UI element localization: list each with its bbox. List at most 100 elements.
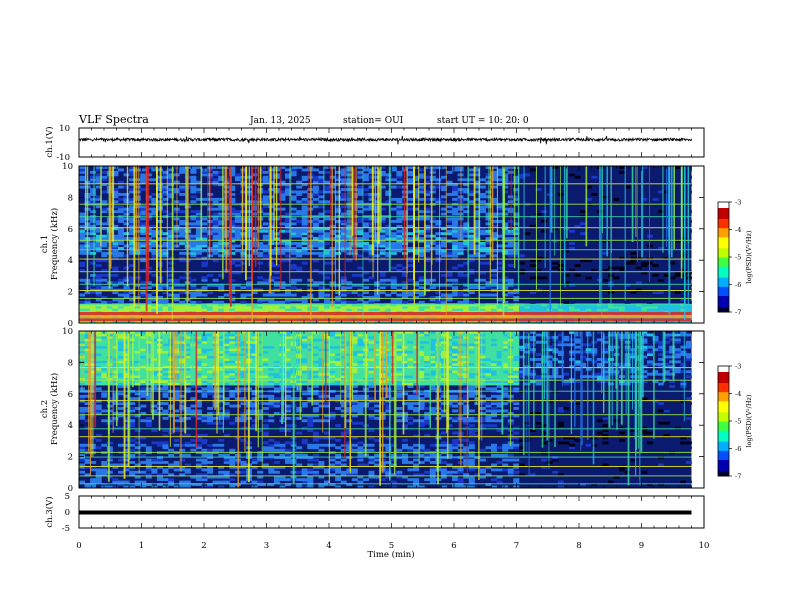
- spectrogram-cell: [674, 273, 681, 277]
- spectrogram-cell: [179, 360, 186, 364]
- spectrogram-cell: [101, 244, 108, 248]
- spectrogram-cell: [129, 224, 136, 228]
- spectrogram-cell: [118, 239, 124, 243]
- spectrogram-cell: [340, 205, 347, 209]
- spectrogram-cell: [335, 320, 342, 324]
- spectrogram-cell: [535, 227, 542, 231]
- spectrogram-cell: [418, 232, 425, 236]
- spectrogram-cell: [218, 362, 225, 366]
- spectrogram-cell: [624, 205, 631, 209]
- spectrogram-cell: [312, 217, 319, 221]
- spectrogram-cell: [140, 355, 147, 359]
- spectrogram-no-data: [691, 331, 704, 488]
- spectrogram-cell: [179, 200, 186, 204]
- spectrogram-cell: [502, 178, 509, 182]
- spectrogram-cell: [151, 338, 158, 342]
- spectrogram-cell: [257, 345, 264, 349]
- spectrogram-cell: [279, 207, 286, 211]
- spectrogram-cell: [90, 175, 97, 179]
- spectrogram-cell: [195, 412, 202, 415]
- spectrogram-cell: [218, 205, 225, 209]
- spectrogram-cell: [474, 220, 481, 223]
- spectrogram-cell: [257, 370, 264, 374]
- spectrogram-cell: [262, 424, 269, 428]
- spectrogram-cell: [374, 193, 381, 196]
- spectrogram-cell: [635, 224, 642, 228]
- spectrogram-cell: [79, 247, 85, 250]
- spectrogram-cell: [641, 166, 648, 169]
- freq-tick-label: 4: [68, 256, 73, 266]
- spectrogram-cell: [179, 335, 186, 339]
- spectrogram-cell: [402, 293, 408, 297]
- spectrogram-cell: [524, 197, 531, 201]
- spectrogram-cell: [413, 229, 420, 233]
- spectrogram-cell: [207, 421, 214, 425]
- spectrogram-cell: [140, 412, 147, 415]
- spectrogram-cell: [413, 183, 420, 187]
- sferic-impulse: [388, 166, 391, 272]
- spectrogram-cell: [101, 365, 108, 369]
- spectrogram-cell: [563, 308, 570, 312]
- spectrogram-cell: [118, 320, 124, 324]
- spectrogram-cell: [663, 251, 670, 255]
- spectrogram-cell: [118, 350, 124, 354]
- spectrogram-cell: [162, 343, 169, 347]
- spectrogram-cell: [112, 372, 119, 376]
- spectrogram-cell: [357, 308, 364, 312]
- spectrogram-cell: [485, 269, 492, 272]
- spectrogram-cell: [446, 220, 453, 223]
- spectrogram-cell: [641, 320, 648, 324]
- spectrogram-cell: [290, 278, 297, 282]
- spectrogram-cell: [390, 247, 397, 250]
- spectrogram-cell: [234, 320, 241, 324]
- spectrogram-cell: [95, 407, 102, 410]
- spectrogram-cell: [346, 180, 353, 184]
- spectrogram-cell: [151, 458, 158, 462]
- spectrogram-cell: [201, 478, 208, 482]
- spectrogram-cell: [563, 249, 570, 253]
- spectrogram-cell: [279, 320, 286, 324]
- spectrogram-cell: [324, 308, 330, 312]
- spectrogram-cell: [452, 281, 459, 285]
- spectrogram-cell: [179, 465, 186, 469]
- spectrogram-cell: [179, 358, 186, 361]
- spectrogram-cell: [240, 382, 247, 386]
- spectrogram-cell: [179, 220, 186, 223]
- spectrogram-cell: [658, 308, 665, 312]
- spectrogram-cell: [502, 249, 509, 253]
- spectrogram-cell: [140, 483, 147, 486]
- spectrogram-cell: [262, 212, 269, 216]
- spectral-line: [79, 227, 692, 229]
- spectrogram-cell: [479, 185, 486, 189]
- spectrogram-cell: [84, 340, 91, 344]
- spectrogram-cell: [413, 291, 420, 294]
- spectrogram-cell: [168, 264, 175, 267]
- spectrogram-cell: [168, 178, 175, 182]
- spectrogram-cell: [112, 305, 119, 309]
- spectrogram-cell: [79, 305, 85, 309]
- spectrogram-cell: [251, 237, 258, 240]
- spectrogram-cell: [184, 382, 191, 386]
- spectrogram-cell: [340, 220, 347, 223]
- spectrogram-cell: [173, 308, 180, 312]
- spectrogram-cell: [162, 365, 169, 369]
- spectrogram-cell: [479, 229, 486, 233]
- spectrogram-cell: [240, 414, 247, 418]
- spectrogram-cell: [118, 220, 124, 223]
- spectrogram-cell: [101, 300, 108, 304]
- spectrogram-cell: [118, 333, 124, 337]
- spectrogram-cell: [251, 358, 258, 361]
- spectrogram-cell: [129, 244, 136, 248]
- spectrogram-cell: [106, 308, 113, 312]
- spectrogram-cell: [312, 188, 319, 191]
- spectrogram-cell: [518, 173, 525, 177]
- spectrogram-cell: [290, 170, 297, 174]
- spectrogram-cell: [513, 249, 520, 253]
- spectrogram-cell: [446, 271, 453, 275]
- spectrogram-cell: [613, 207, 620, 211]
- spectrogram-cell: [440, 237, 447, 240]
- spectrogram-cell: [613, 266, 620, 270]
- spectrogram-cell: [390, 286, 397, 290]
- spectrogram-cell: [190, 180, 197, 184]
- spectrogram-cell: [513, 227, 520, 231]
